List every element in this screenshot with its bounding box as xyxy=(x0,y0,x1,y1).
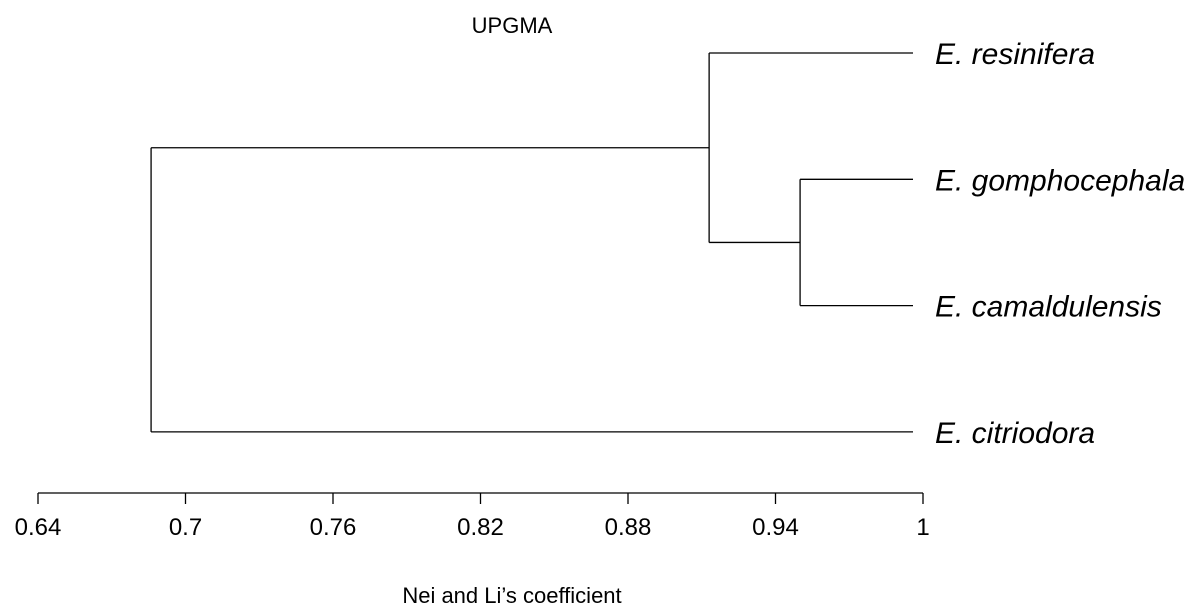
x-tick-label: 0.76 xyxy=(310,514,357,541)
chart-title: UPGMA xyxy=(472,13,553,38)
x-tick-label: 0.88 xyxy=(605,514,652,541)
leaf-label: E. resinifera xyxy=(935,38,1095,71)
leaf-label: E. camaldulensis xyxy=(935,291,1162,324)
x-tick-label: 1 xyxy=(916,514,929,541)
tree-branches xyxy=(150,52,913,433)
x-tick-label: 0.64 xyxy=(15,514,62,541)
leaf-label: E. gomphocephala xyxy=(935,164,1185,197)
x-tick-label: 0.94 xyxy=(752,514,799,541)
x-tick-label: 0.7 xyxy=(169,514,202,541)
leaf-label: E. citriodora xyxy=(935,417,1095,450)
x-axis: 0.64 0.7 0.76 0.82 0.88 0.94 1 xyxy=(15,492,930,541)
x-axis-label: Nei and Li’s coefficient xyxy=(402,583,621,608)
x-tick-label: 0.82 xyxy=(457,514,504,541)
leaf-labels: E. resinifera E. gomphocephala E. camaldul… xyxy=(935,38,1185,450)
